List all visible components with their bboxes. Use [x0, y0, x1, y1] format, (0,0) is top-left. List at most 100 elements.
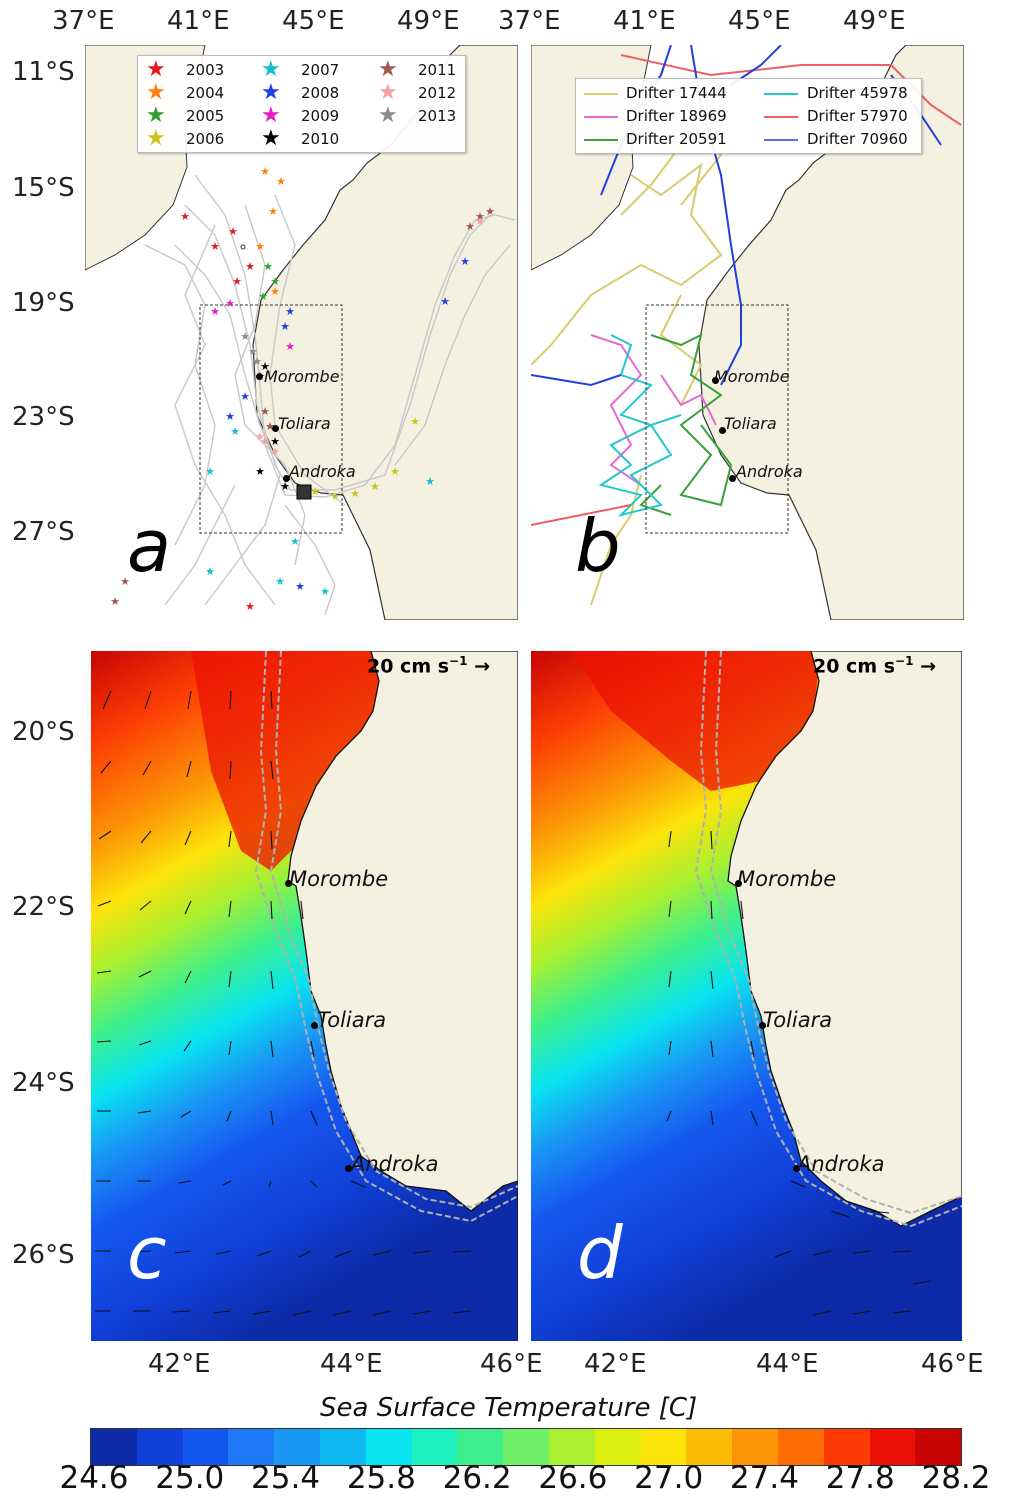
colorbar-segment	[869, 1429, 916, 1465]
star-icon-2013: ★	[378, 103, 398, 128]
panel-letter-c: c	[127, 1211, 167, 1295]
morombe-label-c: Morombe	[289, 867, 389, 891]
svg-text:★: ★	[210, 240, 220, 253]
panel-letter-a: a	[127, 504, 172, 588]
lat-tick-26: 26°S	[12, 1240, 75, 1270]
star-icon-2004: ★	[146, 80, 166, 105]
madagascar-land-c	[287, 651, 518, 1341]
morombe-label-d: Morombe	[737, 867, 837, 891]
star-icon-2010: ★	[261, 126, 281, 151]
lon-tick-a-45: 45°E	[282, 6, 345, 36]
androka-label-a: Androka	[289, 462, 356, 481]
star-icon-2008: ★	[261, 80, 281, 105]
svg-text:★: ★	[228, 225, 238, 238]
legend-2008: 2008	[301, 84, 340, 102]
androka-label-b: Androka	[736, 462, 803, 481]
svg-text:★: ★	[180, 210, 190, 223]
svg-text:★: ★	[390, 465, 400, 478]
svg-text:★: ★	[120, 575, 130, 588]
svg-text:★: ★	[265, 420, 275, 433]
legend-2005: 2005	[186, 107, 225, 125]
svg-text:★: ★	[110, 595, 120, 608]
svg-text:★: ★	[255, 430, 265, 443]
legend-2004: 2004	[186, 84, 225, 102]
colorbar-tick-label: 28.2	[921, 1460, 991, 1496]
svg-text:★: ★	[258, 290, 268, 303]
float-tracks	[144, 174, 516, 616]
colorbar-segment	[548, 1429, 595, 1465]
lon-tick-c-44: 44°E	[320, 1349, 383, 1379]
colorbar-segment	[274, 1429, 320, 1465]
morombe-dot-d	[735, 880, 742, 887]
svg-text:★: ★	[276, 175, 286, 188]
toliara-label-c: Toliara	[317, 1008, 387, 1032]
toliara-label-d: Toliara	[763, 1008, 833, 1032]
lon-tick-d-42: 42°E	[584, 1349, 647, 1379]
panel-letter-b: b	[575, 504, 621, 588]
colorbar-segment	[365, 1429, 412, 1465]
svg-text:★: ★	[270, 275, 280, 288]
legend-2006: 2006	[186, 130, 225, 148]
svg-text:★: ★	[330, 490, 340, 503]
androka-dot-b	[729, 475, 736, 482]
morombe-dot-b	[712, 377, 719, 384]
scale-label-d: 20 cm s−1 →	[813, 654, 936, 678]
legend-drifter-70960: Drifter 70960	[807, 130, 908, 148]
panel-a-map: ★ ★ ★ ★ ★ ★ ★ ★ ★ ★ ★ ★ ★ ★ ★ ★ ★ ★ ★ ★ ★ ★ ★ ★ ★ ★ ★ ★ ★ ★ ★ ★ ★…	[85, 45, 518, 620]
legend-2003: 2003	[186, 61, 225, 79]
morombe-dot-a	[256, 373, 263, 380]
star-icon-2005: ★	[146, 103, 166, 128]
svg-text:★: ★	[230, 425, 240, 438]
colorbar-tick-label: 26.2	[442, 1460, 512, 1496]
legend-drifter-45978: Drifter 45978	[807, 84, 908, 102]
legend-2013: 2013	[418, 107, 457, 125]
colorbar-segment	[411, 1429, 458, 1465]
svg-text:★: ★	[205, 465, 215, 478]
svg-text:★: ★	[263, 260, 273, 273]
colorbar-segment	[503, 1429, 549, 1465]
legend-drifter-57970: Drifter 57970	[807, 107, 908, 125]
colorbar-segment	[182, 1429, 229, 1465]
colorbar	[90, 1428, 962, 1466]
legend-2011: 2011	[418, 61, 457, 79]
panel-b-map: Morombe Toliara Androka b Drifter 17444 …	[531, 45, 964, 620]
lat-tick-19: 19°S	[12, 288, 75, 318]
svg-text:★: ★	[232, 275, 242, 288]
colorbar-tick-label: 24.6	[59, 1460, 129, 1496]
svg-text:★: ★	[425, 475, 435, 488]
colorbar-segment	[915, 1429, 962, 1465]
svg-text:★: ★	[270, 445, 280, 458]
panel-letter-d: d	[577, 1211, 623, 1295]
colorbar-title: Sea Surface Temperature [C]	[320, 1393, 698, 1423]
star-icon-2011: ★	[378, 57, 398, 82]
svg-text:★: ★	[240, 390, 250, 403]
star-icon-2012: ★	[378, 80, 398, 105]
legend-2010: 2010	[301, 130, 340, 148]
colorbar-segment	[686, 1429, 733, 1465]
svg-text:★: ★	[370, 480, 380, 493]
svg-text:★: ★	[295, 580, 305, 593]
colorbar-tick-label: 27.8	[825, 1460, 895, 1496]
svg-text:★: ★	[410, 415, 420, 428]
toliara-label-b: Toliara	[724, 414, 777, 433]
svg-text:★: ★	[280, 320, 290, 333]
star-icon-2009: ★	[261, 103, 281, 128]
star-icon-2003: ★	[146, 57, 166, 82]
lat-tick-20: 20°S	[12, 717, 75, 747]
androka-label-d: Androka	[797, 1152, 885, 1176]
line-icon-70960	[764, 139, 798, 141]
morombe-label-a: Morombe	[264, 367, 340, 386]
lon-tick-a-49: 49°E	[397, 6, 460, 36]
androka-label-c: Androka	[351, 1152, 439, 1176]
star-icon-2007: ★	[261, 57, 281, 82]
colorbar-segment	[640, 1429, 687, 1465]
legend-years: ★ 2003 ★ 2004 ★ 2005 ★ 2006 ★ 2007 ★ 200…	[137, 55, 466, 153]
svg-text:★: ★	[260, 360, 270, 373]
line-icon-17444	[584, 93, 618, 95]
colorbar-tick-label: 27.0	[634, 1460, 704, 1496]
float-stars: ★★★★★ ★★★★★ ★★★ ★★★★★★ ★★★ ★★★ ★★★★ ★ ★★ ★…	[110, 165, 495, 613]
legend-2009: 2009	[301, 107, 340, 125]
svg-text:★: ★	[240, 330, 250, 343]
lon-tick-b-37: 37°E	[498, 6, 561, 36]
colorbar-tick-label: 25.4	[251, 1460, 321, 1496]
